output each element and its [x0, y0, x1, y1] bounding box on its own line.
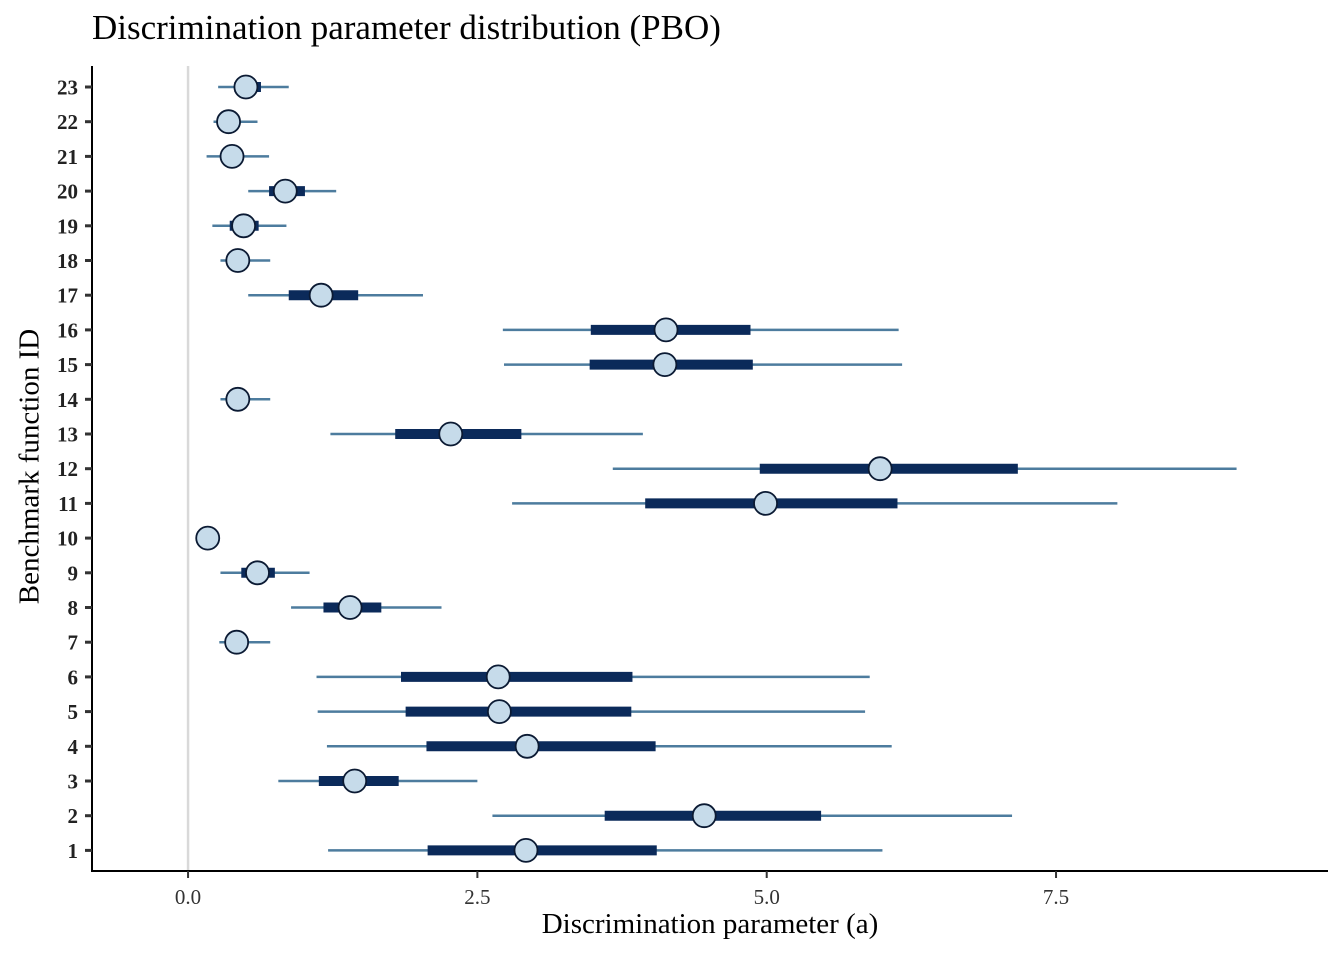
y-tick-label: 5 — [68, 700, 79, 724]
y-tick-label: 20 — [57, 180, 78, 204]
median-point — [272, 178, 298, 204]
median-point — [513, 838, 539, 863]
y-tick-label: 15 — [57, 353, 78, 377]
median-point — [337, 595, 363, 620]
x-tick-label: 0.0 — [175, 885, 201, 909]
y-tick-label: 3 — [68, 770, 79, 794]
median-point — [867, 456, 893, 482]
y-tick-label: 23 — [57, 76, 78, 100]
y-tick-label: 4 — [68, 735, 79, 759]
median-point — [224, 629, 250, 655]
median-point — [219, 143, 245, 169]
y-tick-label: 9 — [68, 561, 79, 585]
x-tick-label: 5.0 — [754, 885, 780, 909]
median-point — [225, 248, 251, 273]
y-tick-label: 14 — [57, 388, 79, 412]
median-point — [652, 352, 678, 378]
y-tick-label: 6 — [68, 665, 79, 689]
median-point — [308, 282, 334, 308]
y-tick-label: 19 — [57, 214, 78, 238]
y-tick-label: 11 — [58, 492, 78, 516]
y-tick-label: 7 — [68, 631, 79, 655]
median-point — [514, 733, 540, 759]
y-tick-label: 13 — [57, 423, 78, 447]
y-tick-label: 8 — [68, 596, 79, 620]
median-point — [438, 421, 464, 447]
median-point — [233, 74, 259, 100]
y-tick-label: 16 — [57, 318, 78, 342]
median-point — [245, 560, 270, 586]
median-point — [231, 213, 257, 239]
median-point — [753, 490, 778, 516]
median-point — [653, 317, 679, 343]
median-point — [216, 109, 241, 135]
chart-title: Discrimination parameter distribution (P… — [92, 8, 721, 47]
median-point — [691, 803, 717, 829]
median-point — [486, 699, 512, 724]
y-tick-label: 12 — [57, 457, 78, 481]
y-tick-label: 10 — [57, 527, 78, 551]
median-point — [195, 525, 221, 551]
y-tick-label: 22 — [57, 110, 78, 134]
y-tick-label: 1 — [68, 839, 79, 863]
y-tick-label: 17 — [57, 284, 78, 308]
y-tick-label: 2 — [68, 804, 79, 828]
x-axis-label: Discrimination parameter (a) — [541, 908, 879, 940]
y-tick-label: 21 — [57, 145, 78, 169]
median-point — [225, 386, 251, 412]
y-tick-label: 18 — [57, 249, 78, 273]
x-tick-label: 7.5 — [1043, 885, 1069, 909]
y-axis-label: Benchmark function ID — [13, 328, 46, 605]
x-tick-label: 2.5 — [464, 885, 490, 909]
median-point — [485, 664, 511, 690]
median-point — [342, 768, 368, 794]
